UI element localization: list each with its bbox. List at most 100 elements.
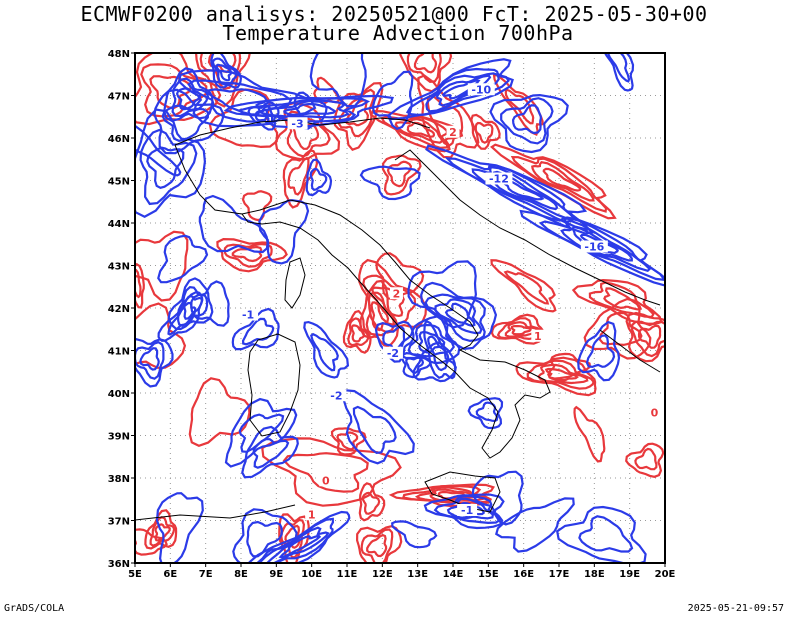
contour-line	[374, 320, 415, 363]
lat-tick-label: 40N	[108, 389, 130, 400]
contour-line	[358, 482, 386, 522]
footer-software: GrADS/COLA	[4, 603, 65, 614]
contour-label: -2	[387, 347, 399, 360]
contour-line	[155, 492, 204, 563]
lat-tick-label: 43N	[108, 262, 130, 273]
contour-line	[504, 321, 540, 338]
contour-line	[474, 121, 494, 144]
lat-tick-label: 48N	[108, 49, 130, 60]
contour-line	[352, 405, 397, 455]
contour-line	[417, 74, 480, 159]
lon-tick-label: 20E	[655, 569, 676, 580]
contour-line	[282, 149, 319, 209]
contour-line	[247, 101, 280, 131]
lon-tick-label: 5E	[128, 569, 142, 580]
contour-line	[495, 497, 575, 553]
contour-line	[278, 534, 322, 559]
lon-tick-label: 14E	[443, 569, 464, 580]
contour-label: -2	[330, 389, 342, 402]
contour-line	[370, 286, 405, 318]
contour-line	[401, 484, 493, 504]
lon-tick-label: 7E	[199, 569, 213, 580]
contour-line	[490, 259, 557, 313]
contour-line	[157, 290, 204, 342]
contour-line	[538, 216, 665, 282]
contour-line	[359, 165, 421, 201]
contour-line	[135, 262, 145, 309]
contour-line	[360, 528, 394, 563]
contour-line	[187, 79, 293, 124]
contour-label-bg	[238, 308, 259, 321]
contour-label: -10	[471, 83, 491, 96]
contour-line	[163, 67, 214, 122]
contour-label: -1	[461, 504, 473, 517]
contour-label: 2	[393, 287, 401, 300]
contour-line	[413, 53, 438, 74]
contour-line	[471, 470, 524, 526]
lon-tick-label: 12E	[372, 569, 393, 580]
lon-tick-label: 19E	[619, 569, 640, 580]
contour-label-bg	[305, 508, 319, 521]
contour-label: 2	[449, 126, 457, 139]
contour-label-bg	[580, 240, 608, 253]
contour-line	[258, 517, 335, 563]
contour-line	[135, 340, 165, 380]
contour-line	[342, 309, 372, 354]
lat-tick-label: 44N	[108, 219, 130, 230]
contour-line	[571, 278, 663, 326]
contour-line	[347, 317, 370, 347]
contour-line	[254, 105, 274, 125]
contour-line	[369, 109, 464, 153]
contour-line	[381, 154, 422, 196]
lat-tick-label: 39N	[108, 432, 130, 443]
contour-line	[423, 493, 505, 530]
lat-tick-label: 42N	[108, 304, 130, 315]
lon-tick-label: 10E	[301, 569, 322, 580]
contour-line	[336, 431, 359, 451]
contour-line	[303, 320, 350, 379]
latitude-axis: 48N 47N 46N 45N 44N 43N 42N 41N 40N 39N 38N 37N 36N	[108, 49, 135, 570]
contour-line	[560, 219, 652, 273]
contour-line	[475, 401, 499, 423]
contour-line	[366, 533, 388, 558]
contour-line	[391, 520, 438, 549]
lon-tick-label: 8E	[234, 569, 248, 580]
contour-line	[258, 99, 350, 119]
contour-line	[412, 341, 457, 383]
contour-line	[446, 497, 495, 520]
lon-tick-label: 11E	[337, 569, 358, 580]
contour-line	[135, 124, 182, 177]
contour-line	[241, 317, 275, 346]
contour-line	[496, 317, 543, 341]
lon-tick-label: 15E	[478, 569, 499, 580]
contour-line	[149, 515, 176, 547]
contour-line	[287, 156, 310, 196]
contour-line	[489, 93, 569, 154]
footer-timestamp: 2025-05-21-09:57	[687, 603, 784, 614]
contour-label: -16	[584, 241, 604, 254]
contour-line	[500, 97, 554, 145]
contour-line	[231, 307, 280, 351]
lat-tick-label: 46N	[108, 134, 130, 145]
contour-line	[350, 324, 366, 343]
contour-line	[406, 53, 442, 83]
contour-label-bg	[457, 504, 478, 516]
contour-line	[394, 117, 444, 144]
contour-line	[433, 494, 502, 525]
lon-tick-label: 18E	[584, 569, 605, 580]
contour-line	[634, 447, 658, 471]
contour-label-bg	[287, 117, 308, 130]
contour-line	[542, 167, 582, 192]
contour-line	[588, 281, 655, 319]
contour-label-bg	[319, 474, 333, 487]
contour-line	[531, 160, 595, 202]
contour-line	[406, 121, 436, 138]
contour-label-bg	[446, 125, 460, 138]
contour-line	[238, 97, 371, 123]
contour-line	[471, 165, 577, 221]
contour-line	[207, 53, 237, 74]
contour-line	[578, 515, 634, 553]
lon-tick-label: 6E	[163, 569, 177, 580]
